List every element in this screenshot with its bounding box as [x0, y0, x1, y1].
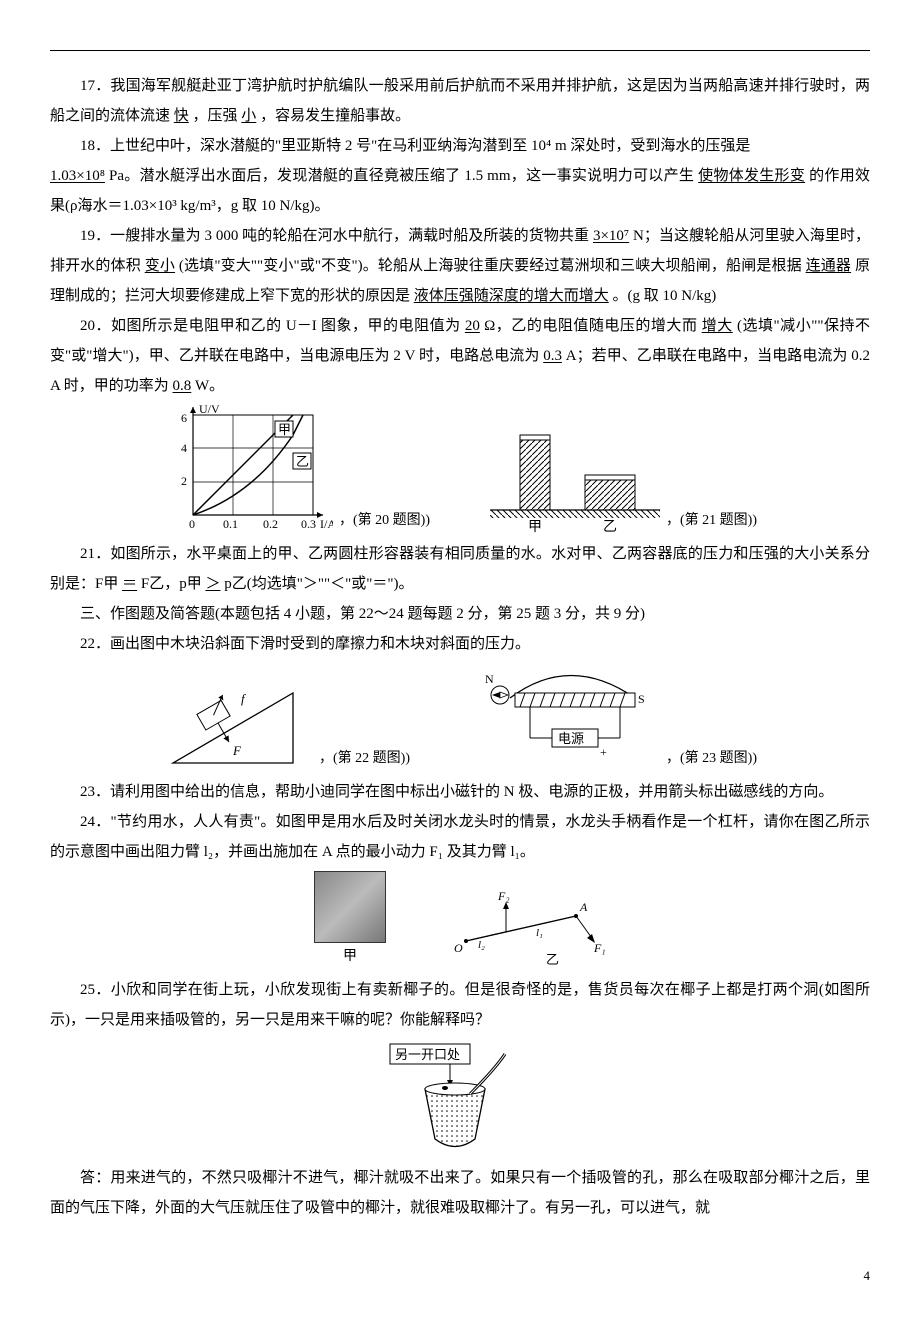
svg-text:乙: 乙 [296, 454, 309, 469]
q20-e: W。 [195, 378, 224, 394]
q20-blank4: 0.8 [173, 378, 192, 394]
q17-blank2: 小 [241, 108, 256, 124]
svg-text:乙: 乙 [546, 952, 559, 967]
q19-blank4: 液体压强随深度的增大而增大 [414, 288, 609, 304]
svg-text:f: f [241, 691, 247, 706]
q24-lever-figure: O F₂ l₂ A F₁ l₁ 乙 [446, 886, 606, 971]
q21: 21．如图所示，水平桌面上的甲、乙两圆柱形容器装有相同质量的水。水对甲、乙两容器… [50, 539, 870, 599]
q17-c: ，容易发生撞船事故。 [260, 108, 410, 124]
svg-text:I/A: I/A [320, 517, 333, 531]
q17-blank1: 快 [174, 108, 189, 124]
svg-text:l₁: l₁ [536, 927, 543, 939]
svg-text:0: 0 [189, 517, 195, 531]
q20-caption: ，(第 20 题图)) [339, 507, 430, 535]
top-rule [50, 50, 870, 51]
q18-a: 18．上世纪中叶，深水潜艇的"里亚斯特 2 号"在马利亚纳海沟潜到至 10⁴ m… [80, 138, 750, 154]
q21-blank2: ＞ [205, 576, 220, 592]
q23-text: 23．请利用图中给出的信息，帮助小迪同学在图中标出小磁针的 N 极、电源的正极，… [50, 777, 870, 807]
q20-graph-icon: 甲 乙 2 4 6 0 0.1 0.2 0.3 I/A U/V [163, 405, 333, 535]
q22-figure: f F ，(第 22 题图)) [163, 673, 410, 773]
q21-b: F乙，p甲 [141, 576, 202, 592]
section3-heading: 三、作图题及简答题(本题包括 4 小题，第 22～24 题每题 2 分，第 25… [50, 599, 870, 629]
svg-text:6: 6 [181, 411, 187, 425]
fig-row-25: 另一开口处 [50, 1039, 870, 1159]
svg-text:S: S [638, 692, 645, 706]
svg-text:0.1: 0.1 [223, 517, 238, 531]
q19-blank3: 连通器 [806, 258, 851, 274]
svg-text:F: F [232, 743, 242, 758]
q19-a: 19．一艘排水量为 3 000 吨的轮船在河水中航行，满载时船及所装的货物共重 [80, 228, 589, 244]
svg-text:l₂: l₂ [478, 939, 485, 951]
svg-text:2: 2 [181, 474, 187, 488]
svg-text:N: N [485, 672, 494, 686]
q24-label-jia: 甲 [314, 943, 386, 971]
q20-b: Ω，乙的电阻值随电压的增大而 [484, 318, 697, 334]
svg-text:4: 4 [181, 441, 187, 455]
q22-incline-icon: f F [163, 673, 313, 773]
q21-blank1: ＝ [122, 576, 137, 592]
q18-line2: 1.03×10⁸ Pa。潜水艇浮出水面后，发现潜艇的直径竟被压缩了 1.5 mm… [50, 161, 870, 221]
svg-text:F₁: F₁ [593, 941, 606, 955]
svg-text:乙: 乙 [603, 519, 617, 535]
q21-caption: ，(第 21 题图)) [666, 507, 757, 535]
svg-text:F₂: F₂ [497, 889, 510, 903]
q22-text: 22．画出图中木块沿斜面下滑时受到的摩擦力和木块对斜面的压力。 [50, 629, 870, 659]
svg-text:A: A [579, 900, 588, 914]
q25-answer: 答：用来进气的，不然只吸椰汁不进气，椰汁就吸不出来了。如果只有一个插吸管的孔，那… [50, 1163, 870, 1223]
svg-text:U/V: U/V [199, 405, 220, 416]
q24-photo: 甲 [314, 871, 386, 971]
q20-blank3: 0.3 [543, 348, 562, 364]
q23-figure: N S 电源 + ，(第 23 题图)) [470, 663, 757, 773]
svg-text:0.2: 0.2 [263, 517, 278, 531]
fig-row-20-21: 甲 乙 2 4 6 0 0.1 0.2 0.3 I/A U/V ，(第 20 题… [50, 405, 870, 535]
q19-blank1: 3×10⁷ [593, 228, 629, 244]
svg-text:O: O [454, 941, 463, 955]
fig-row-22-23: f F ，(第 22 题图)) N S [50, 663, 870, 773]
q19: 19．一艘排水量为 3 000 吨的轮船在河水中航行，满载时船及所装的货物共重 … [50, 221, 870, 311]
q21-containers-icon: 甲 乙 [490, 425, 660, 535]
q23-electromagnet-icon: N S 电源 + [470, 663, 660, 773]
fig-row-24: 甲 O F₂ l₂ A F₁ l₁ 乙 [50, 871, 870, 971]
q24-photo-icon [314, 871, 386, 943]
svg-text:甲: 甲 [278, 422, 291, 437]
page-number: 4 [50, 1263, 870, 1289]
q17: 17．我国海军舰艇赴亚丁湾护航时护航编队一般采用前后护航而不采用并排护航，这是因… [50, 71, 870, 131]
q20-a: 20．如图所示是电阻甲和乙的 U－I 图象，甲的电阻值为 [80, 318, 461, 334]
q20-figure: 甲 乙 2 4 6 0 0.1 0.2 0.3 I/A U/V ，(第 20 题… [163, 405, 430, 535]
q22-caption: ，(第 22 题图)) [319, 745, 410, 773]
q21-c: p乙(均选填"＞""＜"或"＝")。 [224, 576, 413, 592]
q17-b: ，压强 [193, 108, 238, 124]
q20-blank1: 20 [465, 318, 480, 334]
q24-lever-icon: O F₂ l₂ A F₁ l₁ 乙 [446, 886, 606, 971]
q20-blank2: 增大 [702, 318, 733, 334]
q19-e: 。(g 取 10 N/kg) [613, 288, 717, 304]
q18-b: Pa。潜水艇浮出水面后，发现潜艇的直径竟被压缩了 1.5 mm，这一事实说明力可… [109, 168, 694, 184]
q18: 18．上世纪中叶，深水潜艇的"里亚斯特 2 号"在马利亚纳海沟潜到至 10⁴ m… [50, 131, 870, 161]
q19-blank2: 变小 [145, 258, 175, 274]
svg-text:0.3: 0.3 [301, 517, 316, 531]
q20: 20．如图所示是电阻甲和乙的 U－I 图象，甲的电阻值为 20 Ω，乙的电阻值随… [50, 311, 870, 401]
svg-text:另一开口处: 另一开口处 [395, 1047, 460, 1062]
q24-text: 24．"节约用水，人人有责"。如图甲是用水后及时关闭水龙头时的情景，水龙头手柄看… [50, 807, 870, 867]
q18-blank1: 1.03×10⁸ [50, 168, 105, 184]
svg-text:电源: 电源 [558, 731, 584, 746]
q18-blank2: 使物体发生形变 [698, 168, 805, 184]
q25-coconut-icon: 另一开口处 [385, 1039, 535, 1159]
svg-text:+: + [600, 745, 607, 759]
q21-figure: 甲 乙 ，(第 21 题图)) [490, 425, 757, 535]
q23-caption: ，(第 23 题图)) [666, 745, 757, 773]
svg-text:甲: 甲 [528, 520, 542, 535]
q19-c: (选填"变大""变小"或"不变")。轮船从上海驶往重庆要经过葛洲坝和三峡大坝船闸… [179, 258, 802, 274]
q25-text: 25．小欣和同学在街上玩，小欣发现街上有卖新椰子的。但是很奇怪的是，售货员每次在… [50, 975, 870, 1035]
